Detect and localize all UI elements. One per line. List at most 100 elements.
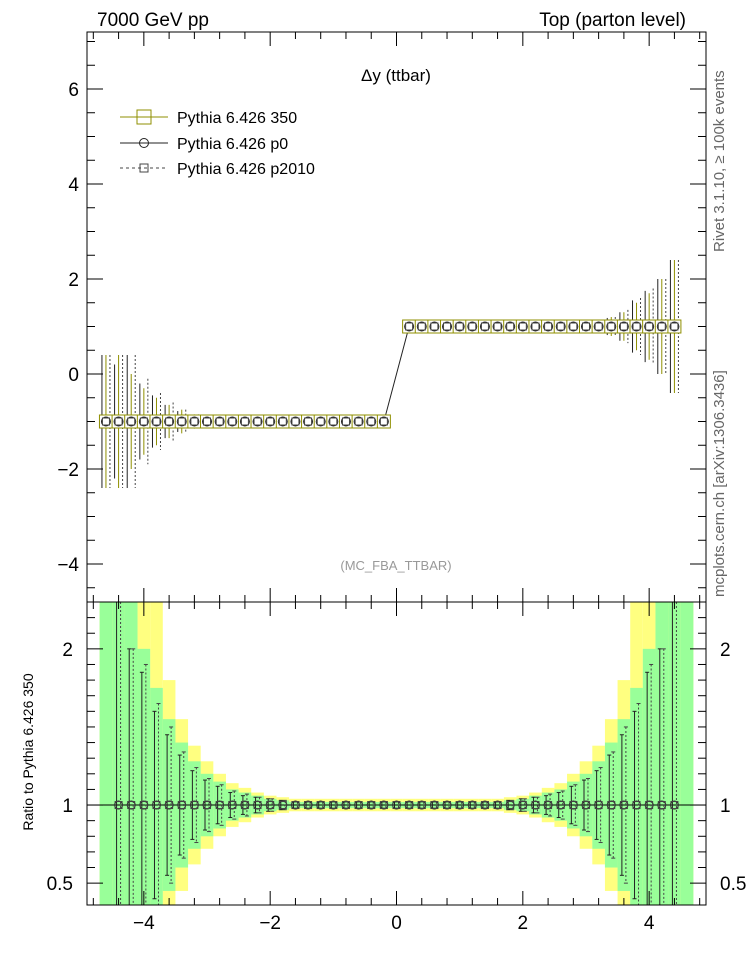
ratio-xtick-label: −4 bbox=[133, 913, 155, 934]
marker-p2010 bbox=[240, 417, 249, 426]
ratio-marker-p2010 bbox=[228, 801, 237, 810]
marker-p2010 bbox=[177, 417, 186, 426]
marker-p0 bbox=[606, 321, 617, 332]
legend-item-350: Pythia 6.426 350 bbox=[120, 109, 297, 127]
ratio-marker-p2010 bbox=[291, 801, 300, 810]
marker-p2010 bbox=[556, 322, 565, 331]
band-green bbox=[680, 602, 694, 905]
marker-p0 bbox=[593, 321, 604, 332]
ratio-marker-p2010 bbox=[304, 801, 313, 810]
marker-p0 bbox=[303, 416, 314, 427]
main-ytick-label: 0 bbox=[68, 365, 79, 386]
band-green bbox=[99, 602, 113, 905]
marker-p2010 bbox=[581, 322, 590, 331]
legend-item-p0: Pythia 6.426 p0 bbox=[120, 136, 288, 153]
ratio-marker-p2010 bbox=[468, 801, 477, 810]
legend-label-350: Pythia 6.426 350 bbox=[177, 110, 297, 127]
marker-p2010 bbox=[645, 322, 654, 331]
marker-p2010 bbox=[506, 322, 515, 331]
ratio-marker-p2010 bbox=[544, 801, 553, 810]
band-green bbox=[668, 602, 681, 905]
marker-p0 bbox=[416, 321, 427, 332]
marker-p2010 bbox=[670, 322, 679, 331]
marker-p2010 bbox=[531, 322, 540, 331]
marker-p0 bbox=[442, 321, 453, 332]
band-green bbox=[630, 687, 643, 905]
ratio-marker-p2010 bbox=[203, 801, 212, 810]
marker-p0 bbox=[189, 416, 200, 427]
marker-p0 bbox=[454, 321, 465, 332]
marker-p2010 bbox=[329, 417, 338, 426]
marker-p2010 bbox=[493, 322, 502, 331]
marker-p2010 bbox=[657, 322, 666, 331]
marker-p2010 bbox=[379, 417, 388, 426]
ratio-marker-p2010 bbox=[354, 801, 363, 810]
marker-p2010 bbox=[127, 417, 136, 426]
ratio-marker-p2010 bbox=[127, 801, 136, 810]
marker-p0 bbox=[505, 321, 516, 332]
ratio-marker-p2010 bbox=[518, 801, 527, 810]
ratio-marker-p2010 bbox=[607, 801, 616, 810]
marker-p0 bbox=[176, 416, 187, 427]
marker-p0 bbox=[113, 416, 124, 427]
marker-p2010 bbox=[278, 417, 287, 426]
marker-p2010 bbox=[632, 322, 641, 331]
marker-p2010 bbox=[468, 322, 477, 331]
ratio-marker-p2010 bbox=[405, 801, 414, 810]
marker-p0 bbox=[530, 321, 541, 332]
ratio-marker-p2010 bbox=[341, 801, 350, 810]
header-left: 7000 GeV pp bbox=[97, 10, 209, 31]
side-text-bottom: mcplots.cern.ch [arXiv:1306.3436] bbox=[711, 370, 728, 597]
ratio-marker-p2010 bbox=[240, 801, 249, 810]
marker-p2010 bbox=[228, 417, 237, 426]
ratio-marker-p2010 bbox=[139, 801, 148, 810]
marker-p2010 bbox=[443, 322, 452, 331]
marker-p0 bbox=[656, 321, 667, 332]
marker-p0 bbox=[202, 416, 213, 427]
main-ytick-label: −2 bbox=[57, 460, 79, 481]
ratio-xtick-label: 2 bbox=[518, 913, 529, 934]
ratio-marker-p2010 bbox=[619, 801, 628, 810]
ratio-ytick-label: 1 bbox=[62, 796, 73, 817]
legend-label-p0: Pythia 6.426 p0 bbox=[177, 136, 288, 153]
marker-p2010 bbox=[430, 322, 439, 331]
marker-p0 bbox=[669, 321, 680, 332]
marker-p2010 bbox=[152, 417, 161, 426]
header-right: Top (parton level) bbox=[539, 10, 686, 31]
ratio-marker-p2010 bbox=[493, 801, 502, 810]
ratio-marker-p2010 bbox=[253, 801, 262, 810]
ratio-marker-p2010 bbox=[594, 801, 603, 810]
marker-p2010 bbox=[569, 322, 578, 331]
ratio-marker-p2010 bbox=[657, 801, 666, 810]
ratio-marker-p2010 bbox=[114, 801, 123, 810]
marker-p2010 bbox=[114, 417, 123, 426]
marker-p0 bbox=[126, 416, 137, 427]
marker-p0 bbox=[252, 416, 263, 427]
main-ytick-label: 6 bbox=[68, 80, 79, 101]
marker-p0 bbox=[429, 321, 440, 332]
marker-p2010 bbox=[139, 417, 148, 426]
ratio-marker-p2010 bbox=[329, 801, 338, 810]
ratio-marker-p2010 bbox=[430, 801, 439, 810]
ratio-ytick-label-right: 0.5 bbox=[720, 874, 746, 895]
marker-p2010 bbox=[417, 322, 426, 331]
marker-p0 bbox=[340, 416, 351, 427]
marker-p0 bbox=[227, 416, 238, 427]
ratio-marker-p2010 bbox=[556, 801, 565, 810]
marker-p0 bbox=[543, 321, 554, 332]
marker-p2010 bbox=[480, 322, 489, 331]
marker-p2010 bbox=[203, 417, 212, 426]
marker-p2010 bbox=[455, 322, 464, 331]
marker-p2010 bbox=[619, 322, 628, 331]
marker-p0 bbox=[492, 321, 503, 332]
ratio-marker-p2010 bbox=[266, 801, 275, 810]
ratio-marker-p2010 bbox=[316, 801, 325, 810]
ratio-marker-p2010 bbox=[278, 801, 287, 810]
main-ytick-label: −4 bbox=[57, 555, 79, 576]
ratio-ytick-label-right: 2 bbox=[720, 640, 731, 661]
marker-p0 bbox=[239, 416, 250, 427]
ratio-marker-p2010 bbox=[165, 801, 174, 810]
band-green bbox=[112, 602, 125, 905]
band-green bbox=[150, 687, 163, 905]
